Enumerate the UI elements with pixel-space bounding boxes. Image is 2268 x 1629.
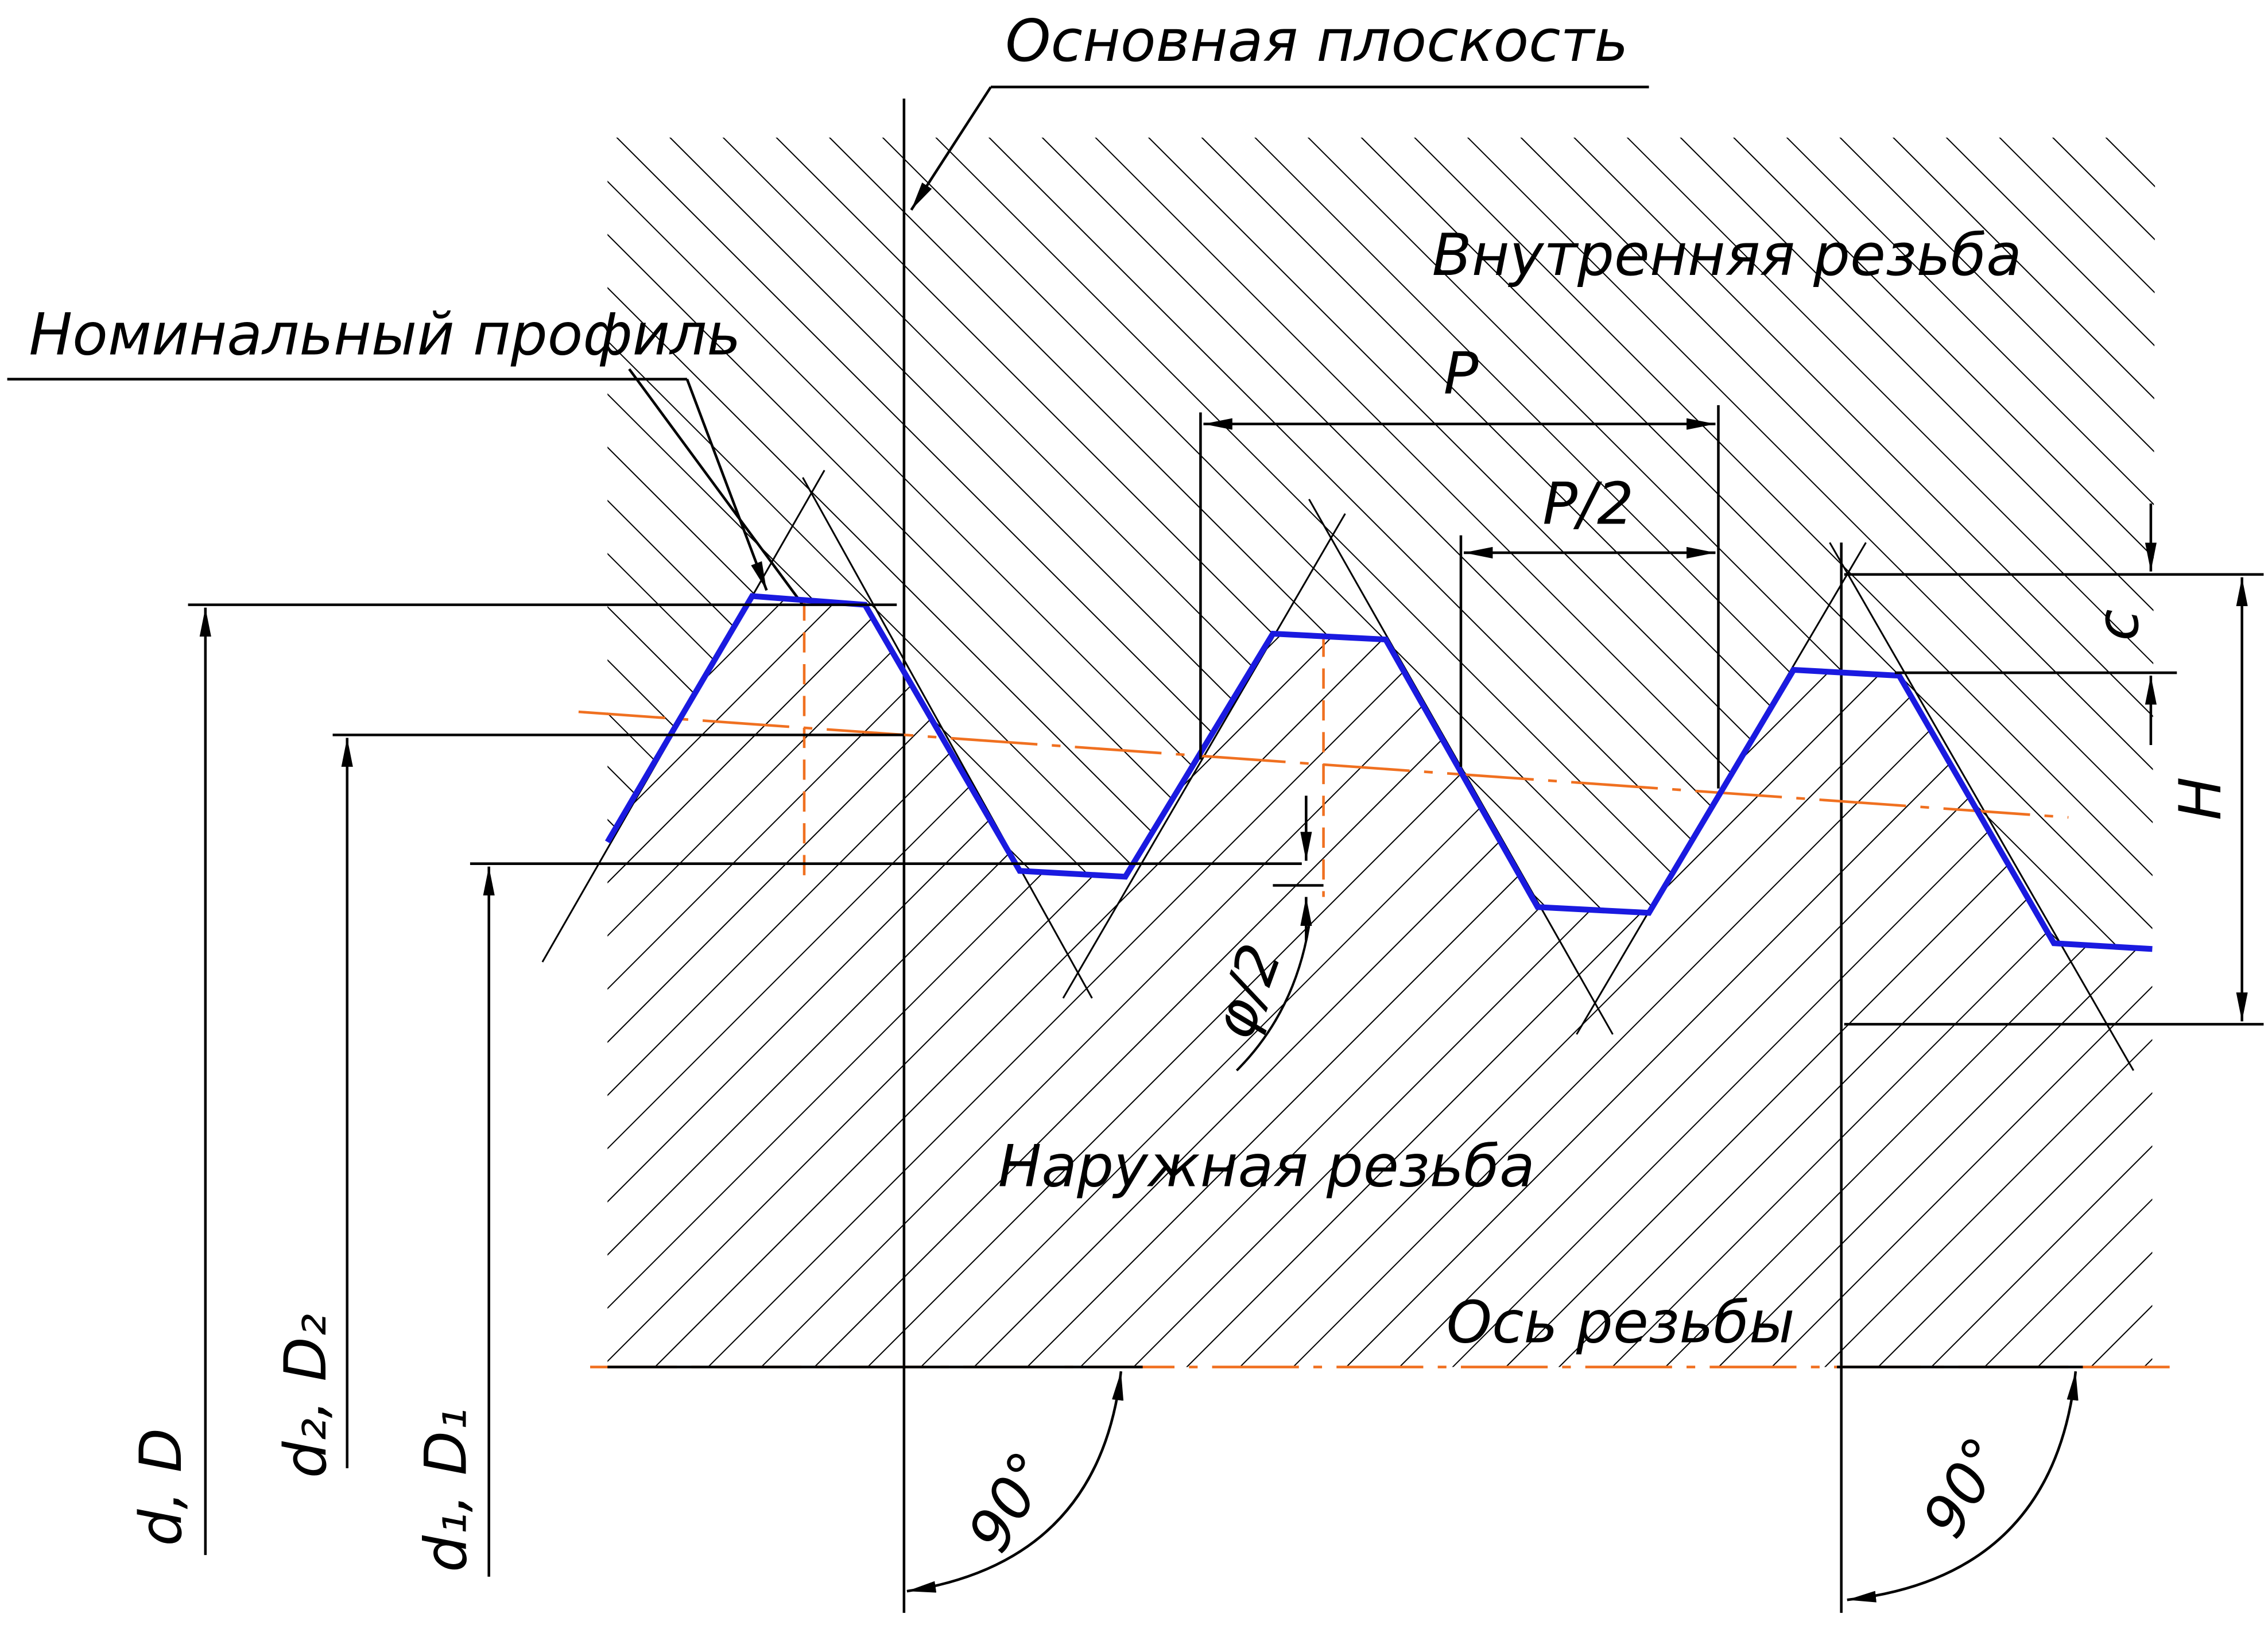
label: Основная плоскость (1005, 7, 1628, 75)
label: Ось резьбы (1447, 1289, 1795, 1356)
label: 90° (1909, 1426, 2019, 1549)
leader (685, 378, 768, 591)
flank-extension (1829, 542, 2134, 1071)
label: c (2084, 609, 2151, 641)
external-hatch (607, 596, 2153, 1367)
leader (910, 86, 992, 211)
label: Внутренняя резьба (1432, 221, 2022, 289)
leader (628, 368, 804, 606)
label: H (2166, 777, 2234, 820)
internal-hatch (607, 137, 2155, 949)
label: d₂, D₂ (272, 1314, 339, 1478)
label: P (1444, 340, 1479, 408)
label: 90° (955, 1440, 1065, 1563)
label: d, D (127, 1428, 195, 1546)
label: Номинальный профиль (29, 301, 741, 369)
label: d₁, D₁ (412, 1408, 479, 1572)
flank-extension (802, 477, 1093, 999)
label: P/2 (1542, 470, 1634, 538)
label: Наружная резьба (998, 1132, 1535, 1200)
angle-arc (1847, 1371, 2079, 1603)
angle-arc (1235, 925, 1311, 1072)
angle-arc (906, 1371, 1124, 1593)
